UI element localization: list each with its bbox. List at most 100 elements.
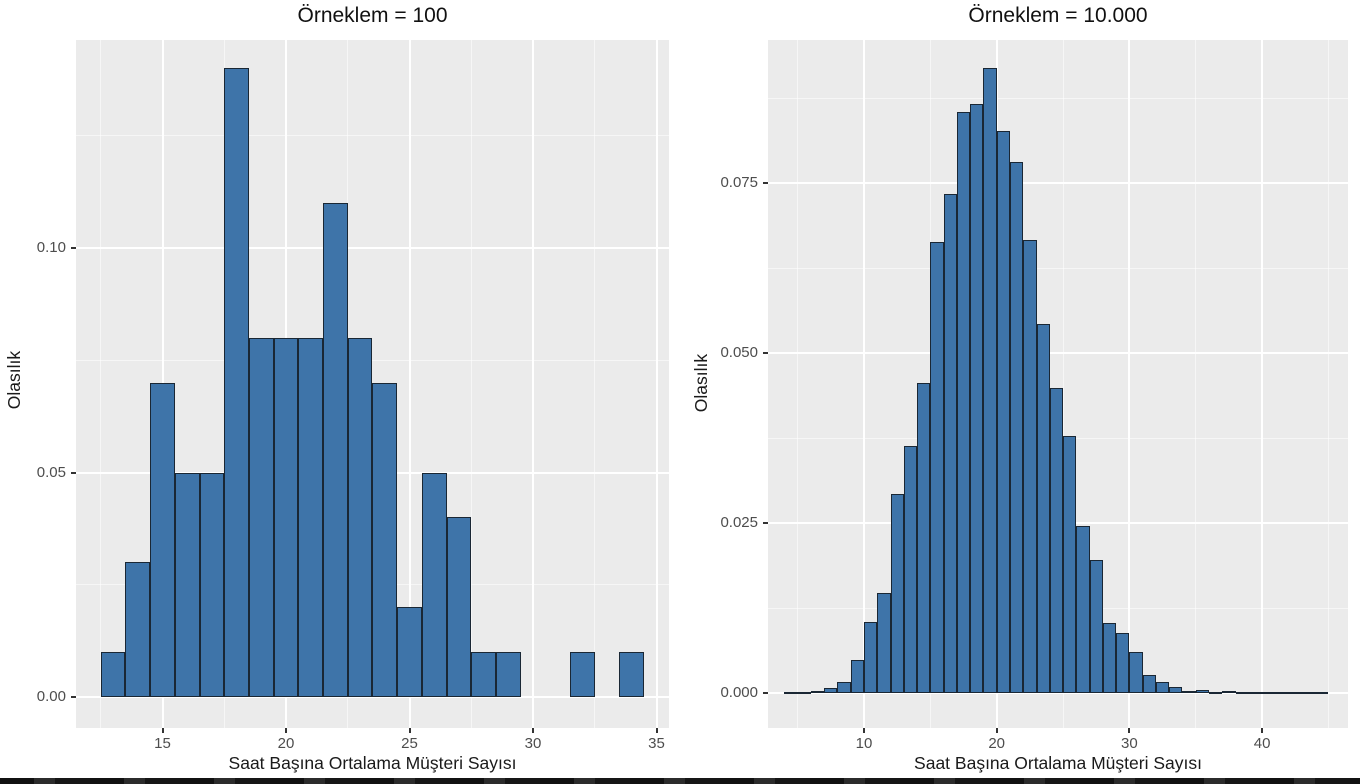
y-tick-mark	[763, 692, 768, 694]
gridline-minor-v	[1062, 40, 1064, 728]
histogram-bar	[273, 337, 299, 697]
y-tick-label: 0.025	[720, 514, 758, 531]
gridline-minor-v	[470, 40, 472, 728]
gridline-minor-h	[76, 135, 669, 137]
x-tick-mark	[863, 728, 865, 733]
x-tick-label: 30	[1121, 735, 1138, 752]
histogram-bar	[1315, 691, 1329, 694]
y-tick-mark	[763, 522, 768, 524]
gridline-minor-v	[1195, 40, 1197, 728]
histogram-bar	[347, 337, 373, 697]
histogram-bar	[1275, 691, 1289, 694]
gridline-minor-h	[768, 97, 1348, 99]
histogram-bar	[837, 682, 851, 693]
histogram-bar	[1142, 674, 1156, 693]
gridline-major-v	[655, 40, 658, 728]
histogram-bar	[1288, 691, 1302, 694]
gridline-major-v	[1261, 40, 1264, 728]
histogram-bar	[1262, 691, 1276, 694]
histogram-bar	[397, 607, 422, 697]
histogram-bar	[996, 131, 1010, 693]
y-tick-mark	[71, 696, 76, 698]
x-tick-mark	[1261, 728, 1264, 733]
histogram-bar	[917, 382, 931, 693]
gridline-minor-v	[100, 40, 102, 728]
x-tick-mark	[995, 728, 998, 733]
y-tick-label: 0.000	[720, 684, 758, 701]
histogram-bar	[298, 337, 324, 697]
histogram-bar	[903, 446, 918, 693]
bottom-border	[0, 778, 1360, 784]
plot-title: Örneklem = 10.000	[968, 4, 1148, 27]
x-tick-mark	[408, 728, 411, 733]
histogram-bar	[890, 494, 904, 693]
histogram-bar	[983, 68, 997, 693]
y-tick-label: 0.050	[720, 344, 758, 361]
histogram-bar	[421, 472, 447, 697]
histogram-bar	[930, 242, 944, 693]
plot-panel	[76, 40, 669, 728]
x-tick-label: 10	[855, 735, 873, 752]
y-tick-label: 0.05	[36, 463, 66, 481]
histogram-bar	[1089, 559, 1103, 693]
histogram-bar	[1076, 525, 1090, 693]
gridline-major-v	[863, 40, 865, 728]
histogram-bar	[1209, 691, 1223, 694]
gridline-major-v	[532, 40, 534, 728]
histogram-bar	[471, 652, 496, 697]
histogram-bar	[1182, 690, 1196, 693]
gridline-major-v	[1128, 40, 1131, 728]
y-tick-label: 0.00	[36, 688, 66, 705]
x-tick-mark	[161, 728, 164, 733]
x-axis-title: Saat Başına Ortalama Müşteri Sayısı	[228, 753, 517, 773]
histogram-bar	[1155, 682, 1170, 693]
gridline-major-h	[768, 182, 1348, 184]
histogram-bar	[125, 562, 151, 697]
histogram-bar	[248, 337, 274, 697]
histogram-bar	[784, 691, 798, 694]
x-tick-label: 20	[277, 735, 295, 752]
x-tick-mark	[285, 728, 287, 733]
gridline-minor-h	[76, 359, 669, 361]
histogram-bar	[810, 690, 825, 693]
histogram-bar	[1195, 689, 1210, 693]
histogram-bar	[1129, 652, 1143, 693]
histogram-bar	[956, 112, 971, 693]
x-tick-mark	[1128, 728, 1131, 733]
gridline-major-h	[768, 352, 1348, 354]
x-tick-mark	[532, 728, 534, 733]
histogram-bar	[174, 472, 200, 697]
histogram-bar	[864, 621, 878, 693]
y-tick-mark	[71, 247, 76, 249]
histogram-bar	[1116, 633, 1130, 693]
gridline-minor-v	[797, 40, 799, 728]
x-axis-title: Saat Başına Ortalama Müşteri Sayısı	[914, 753, 1202, 773]
y-tick-label: 0.075	[720, 174, 758, 191]
histogram-bar	[1063, 435, 1077, 693]
x-tick-label: 25	[401, 735, 418, 752]
histogram-bar	[970, 104, 984, 693]
histogram-bar	[1222, 690, 1236, 693]
histogram-bar	[1169, 686, 1183, 693]
histogram-bar	[323, 203, 348, 697]
x-tick-label: 20	[988, 735, 1006, 752]
histogram-bar	[1036, 323, 1050, 693]
y-tick-mark	[71, 471, 76, 474]
histogram-bar	[1009, 161, 1024, 693]
gridline-major-v	[408, 40, 411, 728]
x-tick-label: 35	[648, 735, 665, 752]
histogram-bar	[495, 652, 521, 697]
gridline-minor-h	[768, 267, 1348, 269]
x-tick-label: 15	[154, 735, 171, 752]
histogram-bar	[1301, 691, 1316, 694]
x-tick-label: 40	[1253, 735, 1271, 752]
histogram-bar	[824, 688, 838, 693]
gridline-minor-v	[594, 40, 596, 728]
histogram-bar	[850, 659, 864, 693]
x-tick-label: 30	[524, 735, 542, 752]
gridline-minor-v	[1327, 40, 1329, 728]
histogram-bar	[199, 472, 225, 697]
plot-panel	[768, 40, 1348, 728]
